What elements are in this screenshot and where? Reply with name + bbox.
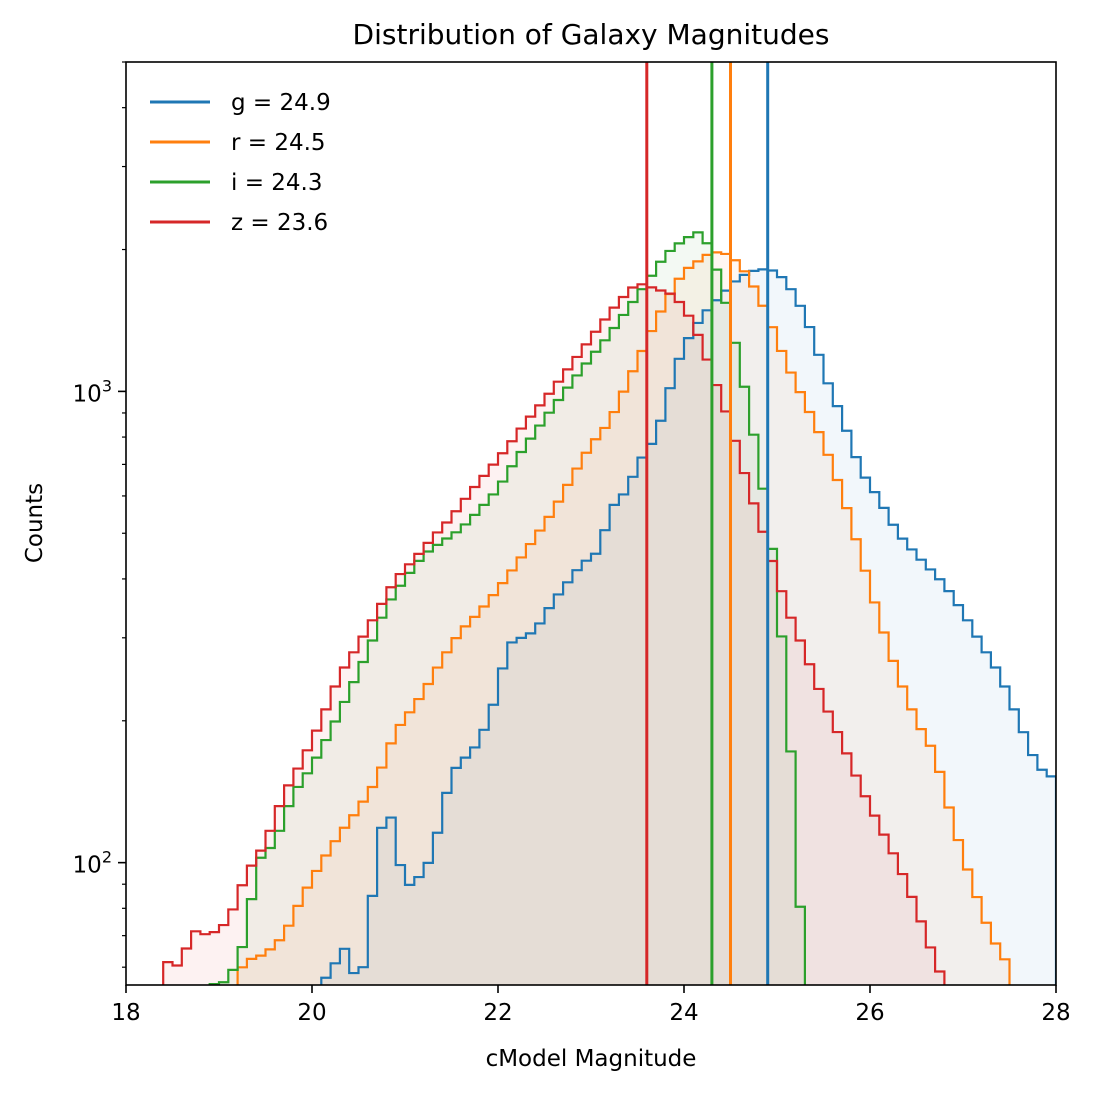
y-tick-label: 103 xyxy=(73,376,112,407)
legend-label-z: z = 23.6 xyxy=(231,210,328,236)
legend-label-g: g = 24.9 xyxy=(231,90,331,116)
hist-fill-g xyxy=(321,269,1056,985)
y-axis-label: Counts xyxy=(22,483,48,563)
x-tick-label: 24 xyxy=(669,1000,698,1026)
plot-frame xyxy=(125,61,1057,986)
x-tick-label: 22 xyxy=(483,1000,512,1026)
hist-fill-r xyxy=(237,252,1010,985)
legend-label-r: r = 24.5 xyxy=(231,130,326,156)
x-tick-label: 20 xyxy=(297,1000,326,1026)
hist-step-z xyxy=(162,283,946,985)
x-tick-label: 26 xyxy=(855,1000,884,1026)
x-axis: 18 20 22 24 26 28 xyxy=(111,985,1071,1026)
legend-label-i: i = 24.3 xyxy=(231,170,323,196)
x-tick-label: 28 xyxy=(1041,1000,1070,1026)
x-axis-label: cModel Magnitude xyxy=(486,1046,697,1072)
x-tick-label: 18 xyxy=(111,1000,140,1026)
hist-step-r xyxy=(236,251,1011,985)
hist-step-g xyxy=(320,268,1056,985)
plot-area xyxy=(162,62,1056,985)
y-axis: 102 103 xyxy=(73,61,126,968)
y-tick-label: 102 xyxy=(73,848,112,879)
legend: g = 24.9 r = 24.5 i = 24.3 z = 23.6 xyxy=(150,90,331,236)
chart-title: Distribution of Galaxy Magnitudes xyxy=(353,18,830,51)
